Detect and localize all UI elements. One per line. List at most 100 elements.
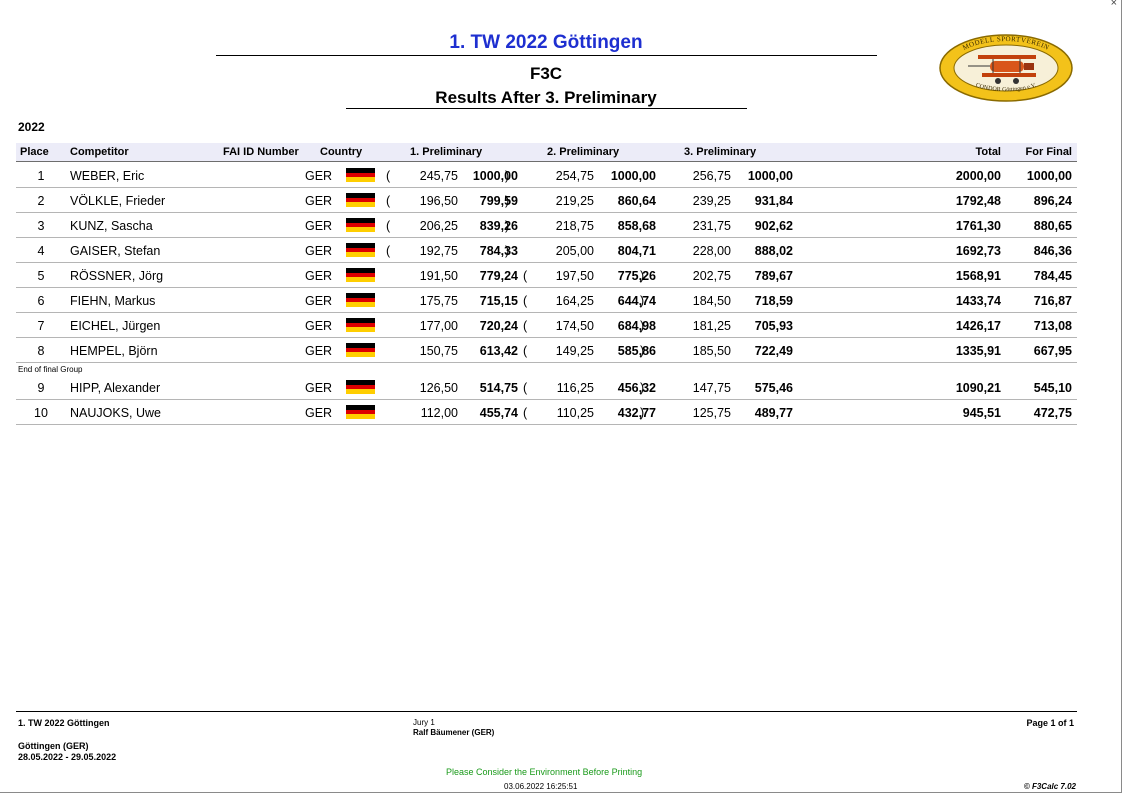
total-cell: 1090,21: [955, 381, 1001, 395]
round-3-raw-score: 147,75: [692, 381, 731, 395]
total-cell: 2000,00: [955, 169, 1001, 183]
table-row: 9 HIPP, Alexander GER 126,50 514,75 116,25 456…: [16, 375, 1077, 400]
table-row: 5 RÖSSNER, Jörg GER 191,50 779,24 197,50 775,2…: [16, 263, 1077, 288]
round-3-raw-score: 125,75: [692, 406, 731, 420]
round-1-raw-score: 177,00: [419, 319, 458, 333]
round-2-normalized-score: 804,71: [617, 244, 656, 258]
dropped-score-close-bracket: ): [505, 194, 510, 208]
round-2-raw-score: 110,25: [556, 406, 594, 420]
country-code-cell: GER: [305, 381, 333, 395]
country-code-cell: GER: [305, 344, 333, 358]
round-2-raw-score: 164,25: [555, 294, 594, 308]
group-separator: End of final Group: [18, 365, 83, 374]
competitor-cell: VÖLKLE, Frieder: [70, 194, 166, 208]
round-3-normalized-score: 931,84: [754, 194, 793, 208]
round-2-raw-score: 218,75: [555, 219, 594, 233]
table-row: 7 EICHEL, Jürgen GER 177,00 720,24 174,50 684,…: [16, 313, 1077, 338]
round-1-raw-score: 196,50: [419, 194, 458, 208]
table-row: 2 VÖLKLE, Frieder GER 196,50 799,59 () 219,25 8…: [16, 188, 1077, 213]
total-cell: 1792,48: [955, 194, 1001, 208]
dropped-score-close-bracket: ): [505, 244, 510, 258]
for-final-cell: 784,45: [1033, 269, 1072, 283]
round-2-normalized-score: 684,98: [617, 319, 656, 333]
round-3-normalized-score: 789,67: [754, 269, 793, 283]
dropped-score-open-bracket: (: [386, 194, 391, 208]
total-cell: 1433,74: [955, 294, 1001, 308]
results-rule: [346, 108, 747, 109]
germany-flag-icon: [346, 243, 375, 257]
round-3-raw-score: 228,00: [692, 244, 731, 258]
country-code-cell: GER: [305, 219, 333, 233]
table-row: 8 HEMPEL, Björn GER 150,75 613,42 149,25 585,8…: [16, 338, 1077, 363]
dropped-score-open-bracket: (: [386, 169, 391, 183]
for-final-cell: 1000,00: [1026, 169, 1072, 183]
round-2-normalized-score: 585,86: [617, 344, 656, 358]
competitor-cell: WEBER, Eric: [70, 169, 145, 183]
svg-text:CONDOR Göttingen e.V.: CONDOR Göttingen e.V.: [975, 82, 1038, 93]
round-2-raw-score: 254,75: [555, 169, 594, 183]
germany-flag-icon: [346, 218, 375, 232]
round-2-raw-score: 149,25: [555, 344, 594, 358]
place-cell: 5: [37, 269, 45, 283]
round-1-normalized-score: 839,26: [479, 219, 518, 233]
round-3-normalized-score: 902,62: [754, 219, 793, 233]
place-cell: 8: [37, 344, 45, 358]
germany-flag-icon: [346, 318, 375, 332]
dropped-score-open-bracket: (: [386, 219, 391, 233]
round-2-raw-score: 219,25: [555, 194, 594, 208]
title-rule: [216, 55, 877, 56]
logo-text-bottom: CONDOR Göttingen e.V.: [975, 82, 1038, 93]
footer-copyright: © F3Calc 7.02: [1023, 782, 1076, 791]
dropped-score-close-bracket: ): [640, 406, 645, 420]
col-total: Total: [975, 146, 1001, 158]
competitor-cell: GAISER, Stefan: [70, 244, 161, 258]
country-code-cell: GER: [305, 406, 333, 420]
competitor-cell: FIEHN, Markus: [70, 294, 156, 308]
round-1-normalized-score: 613,42: [479, 344, 518, 358]
round-1-raw-score: 245,75: [419, 169, 458, 183]
round-1-normalized-score: 779,24: [479, 269, 518, 283]
col-fai-id: FAI ID Number: [223, 146, 299, 158]
country-code-cell: GER: [305, 169, 333, 183]
country-code-cell: GER: [305, 319, 333, 333]
dropped-score-open-bracket: (: [523, 269, 528, 283]
table-row: 6 FIEHN, Markus GER 175,75 715,15 164,25 644,7…: [16, 288, 1077, 313]
round-1-raw-score: 206,25: [419, 219, 458, 233]
for-final-cell: 846,36: [1033, 244, 1072, 258]
round-3-raw-score: 185,50: [692, 344, 731, 358]
round-3-raw-score: 202,75: [692, 269, 731, 283]
table-row: 1 WEBER, Eric GER 245,75 1000,00 () 254,75 1000…: [16, 163, 1077, 188]
total-cell: 1335,91: [955, 344, 1001, 358]
dropped-score-open-bracket: (: [523, 294, 528, 308]
total-cell: 1568,91: [955, 269, 1001, 283]
dropped-score-close-bracket: ): [505, 219, 510, 233]
round-3-normalized-score: 489,77: [754, 406, 793, 420]
round-2-normalized-score: 858,68: [617, 219, 656, 233]
dropped-score-close-bracket: ): [640, 294, 645, 308]
footer-timestamp: 03.06.2022 16:25:51: [504, 782, 578, 791]
club-logo: MODELL SPORTVEREIN CONDOR Göttingen e.V.: [939, 34, 1073, 102]
round-1-raw-score: 175,75: [419, 294, 458, 308]
col-round-2: 2. Preliminary: [547, 146, 620, 158]
competitor-cell: EICHEL, Jürgen: [70, 319, 161, 333]
competitor-cell: HEMPEL, Björn: [70, 344, 158, 358]
round-2-normalized-score: 860,64: [617, 194, 656, 208]
round-1-normalized-score: 715,15: [479, 294, 518, 308]
biplane-icon: [968, 55, 1036, 84]
dropped-score-open-bracket: (: [523, 319, 528, 333]
country-code-cell: GER: [305, 294, 333, 308]
close-icon[interactable]: ×: [1110, 0, 1117, 9]
total-cell: 1426,17: [955, 319, 1001, 333]
col-country: Country: [320, 146, 363, 158]
dropped-score-close-bracket: ): [505, 169, 510, 183]
round-1-normalized-score: 720,24: [479, 319, 518, 333]
germany-flag-icon: [346, 168, 375, 182]
round-3-normalized-score: 888,02: [754, 244, 793, 258]
round-2-raw-score: 174,50: [555, 319, 594, 333]
col-round-3: 3. Preliminary: [684, 146, 757, 158]
for-final-cell: 667,95: [1033, 344, 1072, 358]
competitor-cell: NAUJOKS, Uwe: [70, 406, 161, 420]
competitor-cell: KUNZ, Sascha: [70, 219, 153, 233]
round-1-raw-score: 126,50: [419, 381, 458, 395]
